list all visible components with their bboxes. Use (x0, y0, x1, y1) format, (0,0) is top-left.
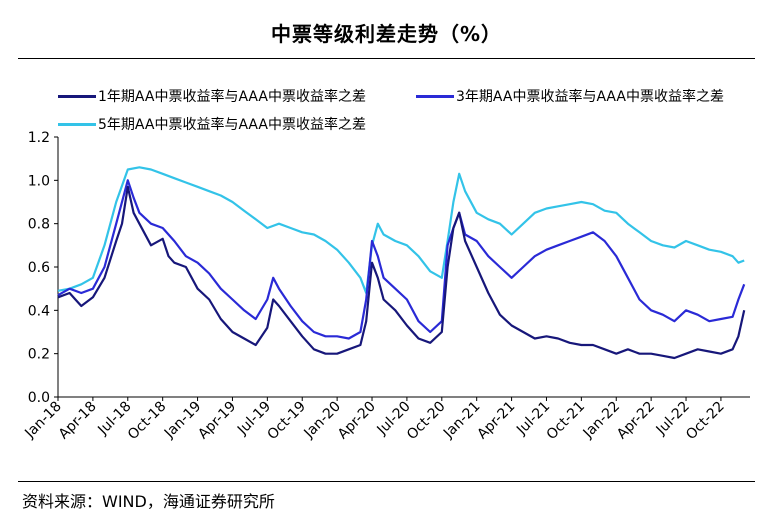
y-tick-label: 1.0 (28, 173, 50, 189)
legend-item-5y: 5年期AA中票收益率与AAA中票收益率之差 (58, 114, 366, 134)
x-tick-label: Oct-19 (264, 399, 309, 444)
x-tick-label: Jan-22 (580, 399, 623, 442)
x-tick-label: Jan-21 (440, 399, 483, 442)
legend-label-5y: 5年期AA中票收益率与AAA中票收益率之差 (98, 117, 366, 133)
series-line-3y (57, 179, 746, 340)
top-rule (18, 58, 755, 59)
bottom-rule (18, 481, 755, 482)
legend-label-1y: 1年期AA中票收益率与AAA中票收益率之差 (98, 89, 366, 105)
source-note: 资料来源：WIND，海通证券研究所 (22, 492, 275, 511)
y-tick-label: 0.6 (28, 260, 50, 276)
legend-swatch-3y (416, 94, 454, 98)
legend-item-1y: 1年期AA中票收益率与AAA中票收益率之差 (58, 86, 366, 106)
line-chart: 0.00.20.40.60.81.01.2Jan-18Apr-18Jul-18O… (21, 130, 750, 444)
legend-swatch-1y (58, 94, 96, 98)
y-tick-label: 0.2 (28, 347, 50, 363)
legend-item-3y: 3年期AA中票收益率与AAA中票收益率之差 (416, 86, 724, 106)
y-tick-label: 0.8 (28, 217, 50, 233)
series-line-5y (57, 166, 745, 295)
x-tick-label: Oct-18 (125, 399, 170, 444)
y-tick-label: 0.4 (28, 303, 50, 319)
y-tick-label: 0.0 (28, 390, 50, 406)
x-tick-label: Jan-19 (161, 399, 204, 442)
x-tick-label: Apr-18 (56, 399, 100, 443)
x-tick-label: Oct-22 (683, 399, 728, 444)
x-tick-label: Oct-20 (404, 399, 449, 444)
legend-label-3y: 3年期AA中票收益率与AAA中票收益率之差 (456, 89, 724, 105)
y-tick-label: 1.2 (28, 130, 50, 146)
x-tick-label: Apr-22 (614, 399, 658, 443)
legend-swatch-5y (58, 122, 96, 126)
page-title: 中票等级利差走势（%） (270, 22, 503, 46)
x-tick-label: Apr-20 (335, 399, 379, 443)
x-tick-label: Jan-20 (301, 399, 344, 442)
x-tick-label: Apr-19 (195, 399, 239, 443)
x-tick-label: Apr-21 (474, 399, 518, 443)
x-tick-label: Oct-21 (544, 399, 589, 444)
series-line-1y (57, 185, 746, 360)
